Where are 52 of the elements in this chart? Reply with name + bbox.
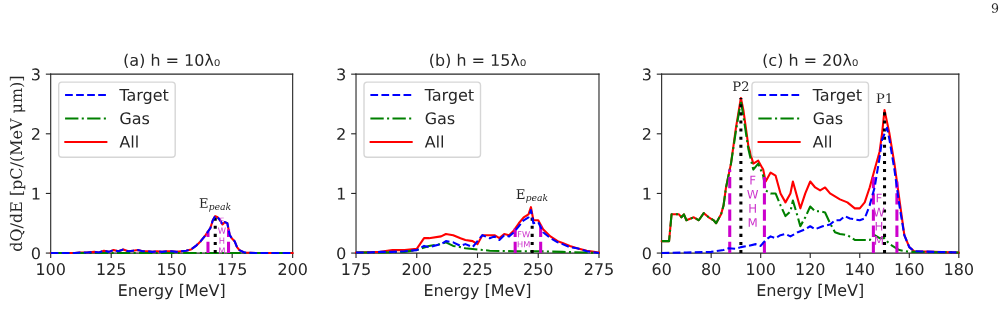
legend-label: Gas [813,112,843,125]
x-tick-label: 80 [702,263,721,276]
x-tick-label: 200 [278,263,307,276]
legend-label: All [812,135,831,148]
x-tick-label: 60 [652,263,671,276]
x-tick-label: 100 [37,263,65,276]
legend-label: Target [812,89,862,104]
x-axis-title: Energy [MeV] [119,283,225,300]
x-tick-label: 275 [584,263,613,276]
annotation: E$_{peak}$ [516,189,548,203]
x-tick-label: 175 [342,263,370,276]
x-axis-title: Energy [MeV] [425,283,531,300]
legend-label: Gas [425,112,455,125]
y-tick-label: 3 [337,68,346,81]
legend-label: All [119,135,138,148]
chart-title: (b) h = 15λ₀ [430,53,526,68]
x-tick-label: 250 [524,263,553,276]
x-tick-label: 225 [463,263,492,276]
x-tick-label: 160 [895,263,924,276]
annotation: F W H M [747,175,759,227]
chart-title: (c) h = 20λ₀ [763,53,858,68]
y-tick-label: 0 [642,247,651,260]
text: 9 [991,3,999,13]
x-tick-label: 120 [796,263,825,276]
y-tick-label: 3 [32,68,40,81]
x-tick-label: 100 [747,263,775,276]
legend-label: Target [119,89,169,104]
y-tick-label: 0 [31,247,40,260]
y-tick-label: 3 [642,68,651,81]
x-tick-label: 125 [97,263,126,276]
x-tick-label: 180 [945,263,973,276]
legend-label: Target [424,89,474,104]
y-tick-label: 1 [337,187,345,200]
x-tick-label: 150 [158,263,186,276]
y-tick-label: 1 [32,187,40,200]
y-tick-label: 2 [31,128,40,140]
x-axis-title: Energy [MeV] [757,283,863,300]
legend-label: Gas [120,112,150,125]
chart-title: (a) h = 10λ₀ [124,53,220,68]
y-axis-title: dQ/dE [pC/(MeV μm)] [9,76,26,251]
x-tick-label: 140 [846,263,874,276]
y-tick-label: 2 [337,128,345,140]
x-tick-label: 175 [218,263,247,276]
y-tick-label: 0 [337,247,346,260]
annotation: FW HM [517,231,530,248]
annotation: P1 [876,93,892,104]
y-tick-label: 1 [643,187,651,200]
annotation: P2 [732,81,749,92]
annotation: E$_{peak}$ [199,198,231,212]
y-tick-label: 2 [642,128,651,140]
x-tick-label: 200 [402,263,431,276]
legend-label: All [424,135,443,148]
